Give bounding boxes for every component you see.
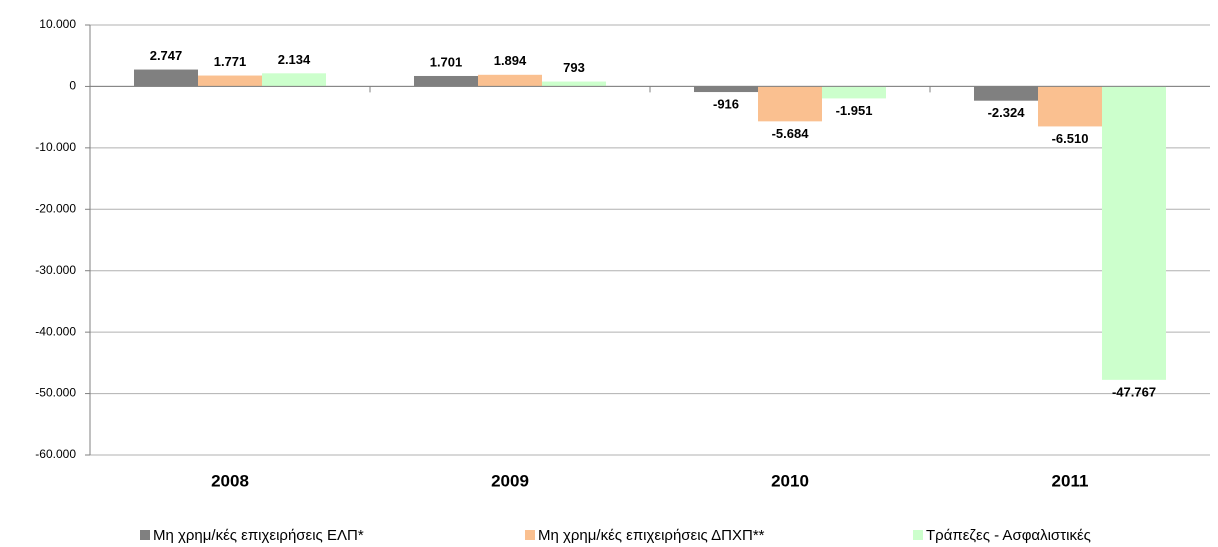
y-tick-label: -30.000 (35, 263, 76, 277)
value-label: -47.767 (1112, 384, 1156, 399)
y-tick-label: 10.000 (39, 17, 76, 31)
x-tick-label: 2008 (211, 471, 249, 490)
value-label: -1.951 (836, 103, 873, 118)
legend-swatch (525, 530, 535, 540)
y-tick-label: -60.000 (35, 447, 76, 461)
y-tick-label: 0 (69, 79, 76, 93)
value-label: -6.510 (1052, 131, 1089, 146)
value-label: 1.771 (214, 54, 247, 69)
x-tick-label: 2011 (1052, 471, 1089, 490)
value-label: 1.894 (494, 53, 527, 68)
bar (262, 73, 326, 87)
y-tick-label: -20.000 (35, 201, 76, 215)
bar (198, 75, 262, 87)
x-tick-label: 2010 (771, 471, 809, 490)
value-label: -2.324 (988, 105, 1026, 120)
legend-label: Μη χρημ/κές επιχειρήσεις ΔΠΧΠ** (538, 527, 765, 544)
bar (758, 86, 822, 122)
value-label: 2.134 (278, 52, 311, 67)
bar (694, 86, 758, 93)
bar (1038, 86, 1102, 127)
legend-swatch (913, 530, 923, 540)
y-tick-label: -10.000 (35, 140, 76, 154)
bar (542, 81, 606, 87)
bar (414, 75, 478, 87)
legend-swatch (140, 530, 150, 540)
value-label: 2.747 (150, 48, 183, 63)
value-label: -5.684 (772, 126, 810, 141)
legend-label: Μη χρημ/κές επιχειρήσεις ΕΛΠ* (153, 527, 364, 544)
value-label: 793 (563, 60, 585, 75)
bar (478, 74, 542, 87)
x-tick-label: 2009 (491, 471, 529, 490)
bar (974, 86, 1038, 101)
bar (134, 69, 198, 87)
bar (822, 86, 886, 99)
bar (1102, 86, 1166, 380)
value-label: -916 (713, 96, 739, 111)
legend-label: Τράπεζες - Ασφαλιστικές (926, 527, 1091, 544)
y-tick-label: -40.000 (35, 324, 76, 338)
value-label: 1.701 (430, 54, 463, 69)
y-tick-label: -50.000 (35, 386, 76, 400)
